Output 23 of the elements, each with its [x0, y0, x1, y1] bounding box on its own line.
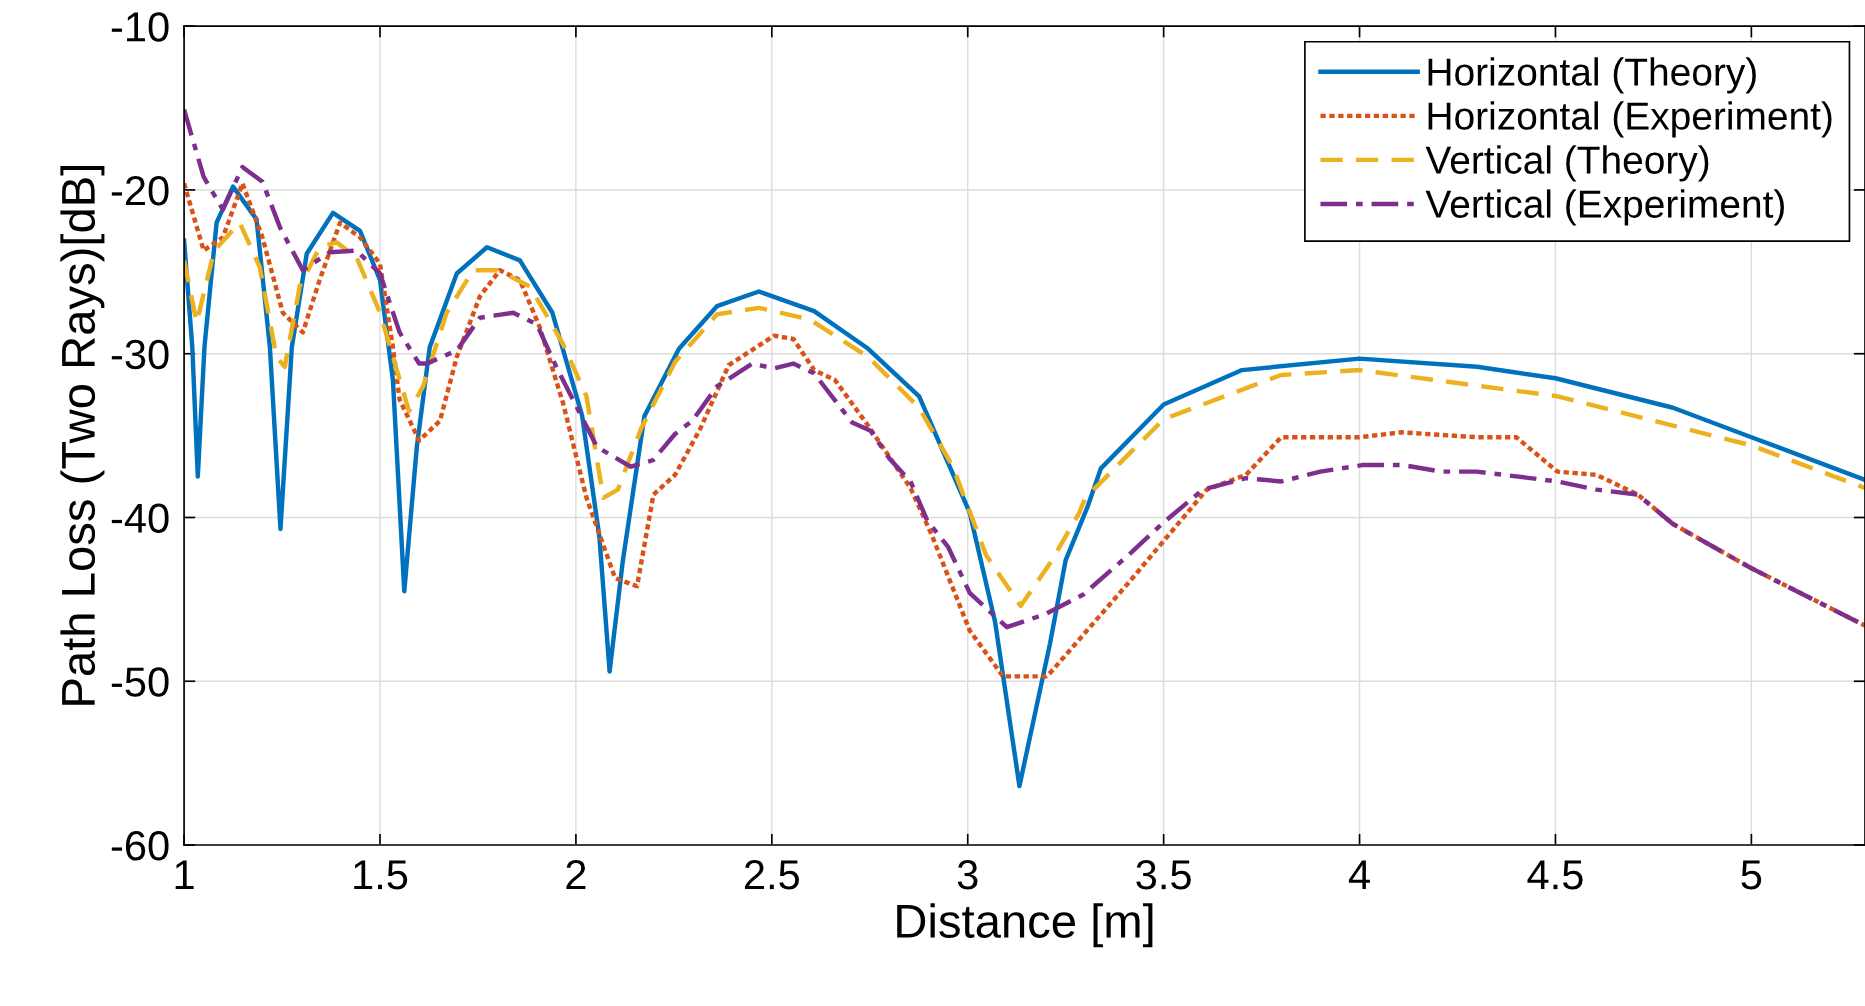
- x-tick-label: 3: [957, 860, 978, 890]
- y-tick-label: -30: [111, 339, 169, 370]
- y-tick-label: -40: [111, 503, 169, 533]
- x-tick-label: 2.5: [744, 860, 800, 890]
- legend-label: Vertical (Experiment): [1425, 189, 1784, 226]
- y-tick-label: -20: [111, 175, 169, 206]
- x-tick-label: 5: [1741, 860, 1762, 890]
- x-tick-label: 1: [175, 860, 194, 890]
- x-tick-label: 2: [566, 860, 586, 890]
- x-tick-label: 4: [1348, 860, 1370, 890]
- x-tick-label: 1.5: [354, 860, 408, 890]
- y-tick-label: -10: [111, 12, 169, 42]
- y-tick-label: -50: [111, 667, 169, 697]
- x-axis-title: Distance [m]: [897, 903, 1153, 948]
- legend-label: Horizontal (Experiment): [1428, 101, 1832, 138]
- line-series: [184, 184, 1865, 789]
- legend-label: Vertical (Theory): [1425, 145, 1709, 182]
- line-series: [184, 181, 1865, 679]
- x-tick-label: 4.5: [1527, 860, 1583, 890]
- y-tick-label: -60: [111, 831, 169, 861]
- x-tick-label: 3.5: [1136, 860, 1191, 890]
- legend-label: Horizontal (Theory): [1428, 57, 1756, 94]
- y-axis-title: Path Loss (Two Rays)[dB]: [60, 166, 105, 705]
